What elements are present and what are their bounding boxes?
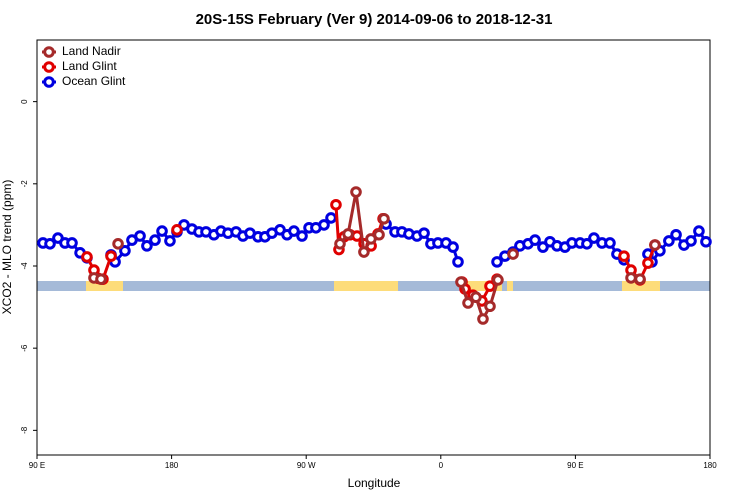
x-tick-label: 90 E bbox=[567, 461, 583, 470]
point bbox=[634, 273, 646, 285]
point bbox=[455, 276, 467, 288]
x-tick-label: 180 bbox=[703, 461, 717, 470]
point bbox=[44, 238, 56, 250]
land-band bbox=[622, 281, 660, 291]
point bbox=[462, 297, 474, 309]
point bbox=[649, 239, 661, 251]
point bbox=[642, 257, 654, 269]
point bbox=[288, 225, 300, 237]
point bbox=[358, 246, 370, 258]
land-band bbox=[86, 281, 123, 291]
point bbox=[604, 237, 616, 249]
point bbox=[119, 244, 131, 257]
point bbox=[693, 225, 705, 237]
point bbox=[529, 234, 541, 246]
y-tick-label: 0 bbox=[20, 99, 29, 104]
legend-label: Land Glint bbox=[62, 59, 117, 73]
point bbox=[81, 251, 93, 263]
point bbox=[330, 198, 342, 211]
series-line bbox=[94, 192, 655, 319]
legend-label: Ocean Glint bbox=[62, 74, 126, 88]
point bbox=[334, 238, 346, 250]
point bbox=[663, 235, 675, 247]
chart-title: 20S-15S February (Ver 9) 2014-09-06 to 2… bbox=[196, 11, 553, 28]
point bbox=[342, 228, 354, 240]
point bbox=[484, 300, 496, 313]
point bbox=[588, 232, 600, 244]
x-tick-label: 0 bbox=[439, 461, 444, 470]
point bbox=[492, 274, 504, 286]
point bbox=[507, 248, 519, 260]
point bbox=[95, 273, 107, 285]
legend-label: Land Nadir bbox=[62, 44, 121, 58]
x-tick-label: 180 bbox=[165, 461, 179, 470]
point bbox=[325, 212, 337, 224]
point bbox=[149, 234, 161, 246]
point bbox=[318, 219, 330, 231]
plot-frame bbox=[36, 39, 711, 456]
point bbox=[670, 228, 682, 241]
point bbox=[164, 235, 176, 247]
point bbox=[296, 230, 308, 242]
point bbox=[452, 256, 464, 268]
y-tick-label: -8 bbox=[20, 426, 29, 434]
point bbox=[625, 272, 637, 284]
x-tick-label: 90 W bbox=[297, 461, 316, 470]
x-axis-label: Longitude bbox=[348, 476, 401, 490]
point bbox=[491, 256, 503, 268]
land-band bbox=[507, 281, 513, 291]
y-tick-label: -6 bbox=[20, 344, 29, 352]
land-band bbox=[334, 281, 398, 291]
point bbox=[134, 230, 146, 242]
point bbox=[484, 280, 496, 292]
surface-band bbox=[37, 281, 710, 291]
point bbox=[537, 241, 549, 253]
point bbox=[66, 237, 78, 249]
point bbox=[105, 250, 117, 262]
y-axis-label: XCO2 - MLO trend (ppm) bbox=[0, 180, 14, 315]
point bbox=[470, 291, 482, 304]
land-band bbox=[466, 281, 502, 291]
point bbox=[378, 212, 390, 225]
legend-marker bbox=[43, 46, 55, 58]
point bbox=[418, 227, 430, 239]
point bbox=[350, 186, 362, 198]
point bbox=[618, 250, 630, 262]
point bbox=[447, 241, 459, 253]
legend-marker bbox=[43, 61, 55, 73]
y-tick-label: -4 bbox=[20, 262, 29, 270]
x-tick-label: 90 E bbox=[29, 461, 45, 470]
point bbox=[156, 225, 168, 237]
point bbox=[685, 235, 697, 247]
point bbox=[141, 240, 153, 252]
point bbox=[700, 235, 712, 248]
point bbox=[373, 228, 385, 241]
point bbox=[477, 313, 489, 325]
y-tick-label: -2 bbox=[20, 180, 29, 188]
point bbox=[171, 224, 183, 236]
legend-marker bbox=[43, 76, 55, 88]
point bbox=[581, 238, 593, 250]
point bbox=[112, 238, 124, 250]
